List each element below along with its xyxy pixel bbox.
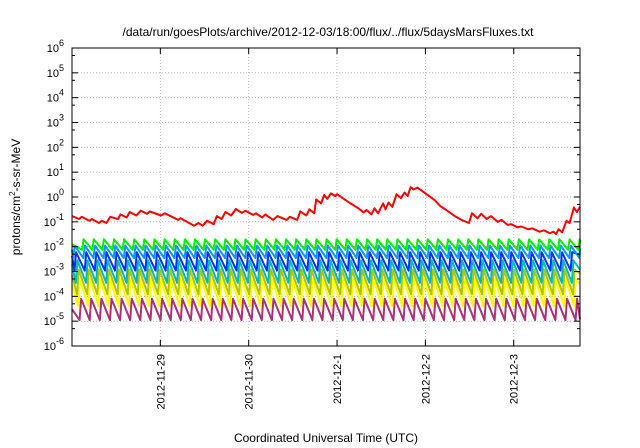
series-line <box>71 268 581 296</box>
y-tick-label: 10-1 <box>44 212 64 229</box>
ticks <box>72 47 580 347</box>
series-line <box>71 238 581 251</box>
y-tick-label: 101 <box>47 162 64 179</box>
x-axis-tick-labels: 2012-11-29 2012-11-30 2012-12-1 2012-12-2 20… <box>155 354 520 409</box>
y-tick-label: 106 <box>47 38 64 55</box>
y-tick-label: 10-4 <box>44 286 64 303</box>
x-tick-label: 2012-11-30 <box>244 354 256 409</box>
y-tick-label: 100 <box>47 187 64 204</box>
y-tick-label: 10-3 <box>44 262 64 279</box>
series-line <box>71 186 581 236</box>
y-axis-tick-labels: 10-6 10-5 10-4 10-3 10-2 10-1 100 101 102 103 104 1… <box>44 38 64 353</box>
x-tick-label: 2012-11-29 <box>155 354 167 409</box>
y-tick-label: 104 <box>47 88 64 105</box>
series-line <box>71 244 581 259</box>
x-tick-label: 2012-12-3 <box>509 354 521 404</box>
y-axis-label-base: protons/cm <box>9 196 23 255</box>
series-line <box>71 278 581 308</box>
series-line <box>71 297 581 322</box>
y-tick-label: 105 <box>47 63 64 80</box>
chart-title: /data/run/goesPlots/archive/2012-12-03/1… <box>123 25 535 39</box>
x-tick-label: 2012-12-2 <box>420 354 432 404</box>
x-tick-label: 2012-12-1 <box>332 354 344 404</box>
y-axis-label-rest: -s-sr-MeV <box>9 139 23 192</box>
y-axis-label: protons/cm2-s-sr-MeV <box>8 139 23 255</box>
y-tick-label: 10-5 <box>44 311 64 328</box>
series-line <box>71 259 581 284</box>
y-tick-label: 10-2 <box>44 237 64 254</box>
y-tick-label: 103 <box>47 113 64 130</box>
x-axis-label: Coordinated Universal Time (UTC) <box>234 431 418 445</box>
y-axis-label-sup: 2 <box>8 191 17 196</box>
y-tick-label: 102 <box>47 137 64 154</box>
series-line <box>71 251 581 272</box>
y-tick-label: 10-6 <box>44 336 64 353</box>
series-layer <box>71 186 581 322</box>
